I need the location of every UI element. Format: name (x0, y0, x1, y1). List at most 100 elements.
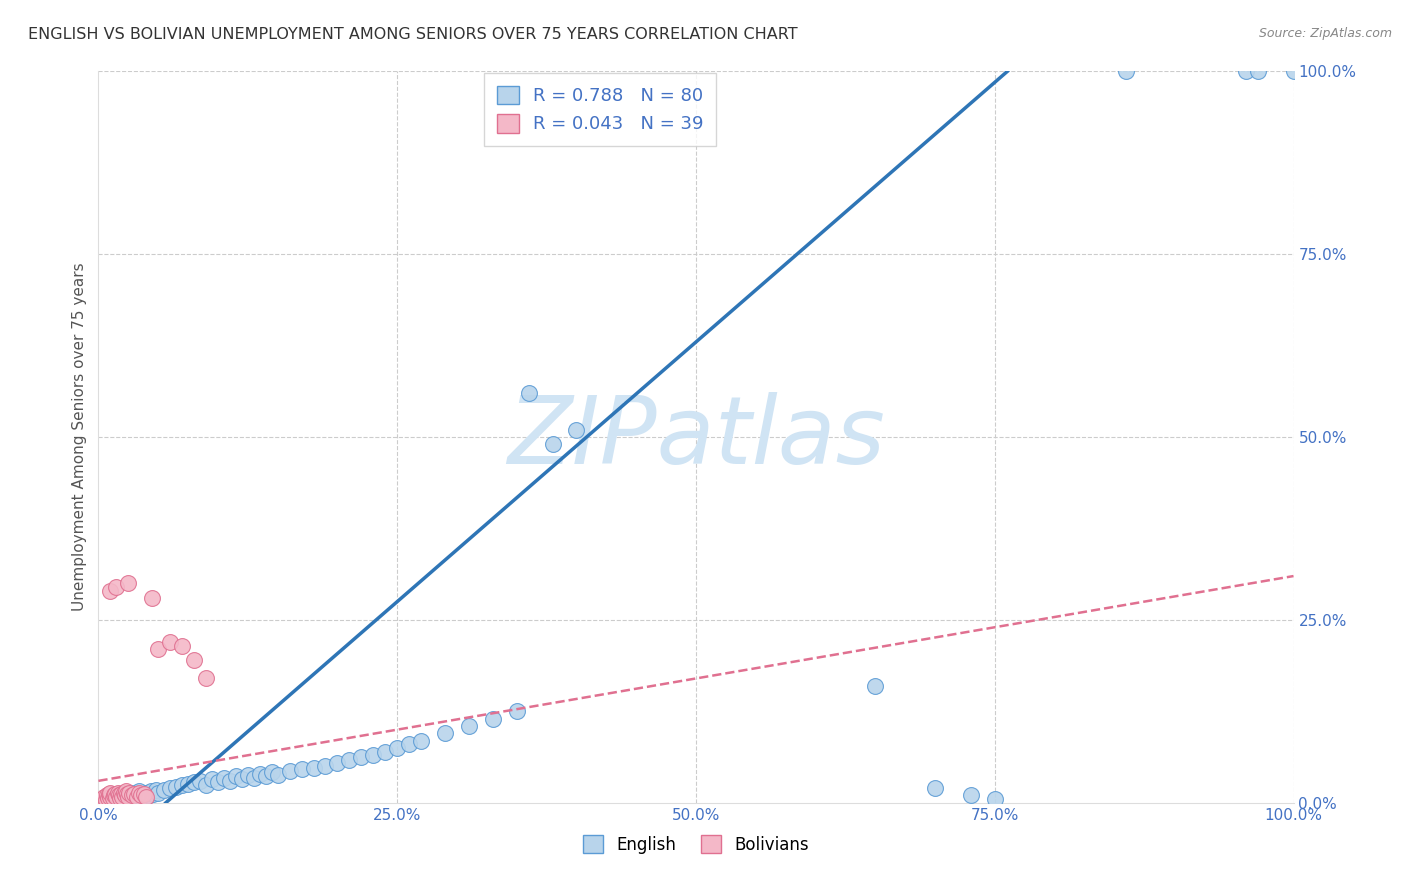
Point (128, 784, 150, 798)
Point (172, 778, 194, 792)
Point (93, 789, 115, 804)
Point (481, 712, 505, 726)
Point (105, 789, 128, 804)
Point (138, 789, 160, 803)
Point (506, 705, 529, 719)
Point (107, 786, 129, 800)
Point (117, 576, 139, 591)
Point (207, 775, 229, 789)
Point (148, 786, 170, 800)
Point (132, 787, 155, 801)
Text: ENGLISH VS BOLIVIAN UNEMPLOYMENT AMONG SENIORS OVER 75 YEARS CORRELATION CHART: ENGLISH VS BOLIVIAN UNEMPLOYMENT AMONG S… (28, 27, 797, 42)
Point (94, 793, 117, 807)
Point (398, 737, 420, 751)
Point (125, 789, 148, 804)
Point (104, 787, 127, 801)
Point (124, 787, 146, 801)
Point (159, 781, 181, 796)
Point (105, 580, 128, 594)
Point (433, 726, 456, 740)
Point (110, 787, 132, 801)
Point (177, 777, 200, 791)
Point (107, 789, 129, 803)
Point (385, 740, 409, 755)
Point (131, 789, 153, 804)
Point (337, 753, 360, 767)
Point (1246, 64, 1268, 78)
Point (129, 787, 152, 801)
Point (231, 772, 253, 787)
Point (302, 761, 325, 775)
Point (374, 745, 396, 759)
Point (183, 775, 205, 789)
Point (108, 787, 131, 801)
Point (225, 769, 247, 783)
Point (139, 784, 162, 798)
Point (121, 789, 143, 803)
Point (114, 789, 136, 803)
Point (101, 790, 124, 805)
Point (111, 789, 134, 804)
Point (201, 772, 224, 787)
Point (411, 733, 433, 747)
Point (104, 787, 127, 801)
Point (1234, 64, 1257, 78)
Point (120, 786, 142, 800)
Point (117, 789, 139, 803)
Point (135, 789, 157, 804)
Point (118, 786, 141, 800)
Point (517, 386, 540, 401)
Point (107, 789, 129, 803)
Point (112, 786, 135, 800)
Point (363, 747, 385, 762)
Point (194, 777, 217, 792)
Point (108, 791, 131, 805)
Y-axis label: Unemployment Among Seniors over 75 years: Unemployment Among Seniors over 75 years (72, 263, 87, 611)
Point (111, 789, 134, 803)
Point (159, 635, 181, 649)
Point (93, 792, 115, 806)
Point (243, 771, 266, 785)
Point (98, 787, 121, 801)
Point (124, 787, 146, 801)
Point (541, 437, 564, 451)
Point (97, 789, 120, 804)
Point (219, 773, 242, 788)
Point (315, 759, 337, 773)
Point (98, 791, 122, 805)
Point (983, 792, 1005, 806)
Point (260, 765, 283, 780)
Point (98, 789, 122, 803)
Point (132, 787, 155, 801)
Point (124, 789, 146, 804)
Point (98, 583, 122, 598)
Point (141, 591, 163, 605)
Point (959, 789, 981, 803)
Point (267, 768, 290, 782)
Text: Source: ZipAtlas.com: Source: ZipAtlas.com (1258, 27, 1392, 40)
Point (1115, 64, 1137, 78)
Point (236, 768, 259, 782)
Point (98, 786, 122, 800)
Point (115, 784, 138, 798)
Point (183, 653, 205, 667)
Point (924, 781, 946, 796)
Legend: English, Bolivians: English, Bolivians (576, 829, 815, 860)
Point (145, 782, 167, 797)
Point (121, 789, 143, 803)
Point (194, 672, 217, 686)
Point (135, 786, 157, 800)
Point (142, 787, 165, 801)
Point (290, 762, 312, 776)
Point (131, 789, 153, 803)
Point (212, 771, 235, 785)
Point (118, 789, 141, 804)
Point (863, 679, 886, 693)
Point (565, 423, 588, 437)
Point (97, 791, 120, 805)
Point (172, 639, 194, 653)
Point (105, 789, 128, 804)
Point (115, 791, 138, 805)
Point (98, 789, 122, 804)
Point (117, 789, 139, 804)
